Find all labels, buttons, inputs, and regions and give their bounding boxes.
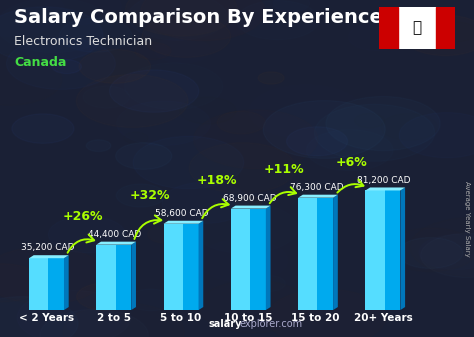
- FancyArrowPatch shape: [68, 235, 94, 253]
- Bar: [298, 198, 318, 310]
- Ellipse shape: [141, 0, 265, 41]
- Bar: [436, 7, 455, 49]
- Text: 81,200 CAD: 81,200 CAD: [357, 176, 410, 185]
- Text: 76,300 CAD: 76,300 CAD: [290, 183, 344, 192]
- Bar: [318, 198, 333, 310]
- Polygon shape: [365, 187, 405, 190]
- Text: +32%: +32%: [129, 189, 170, 202]
- Text: 🍁: 🍁: [412, 20, 422, 35]
- Polygon shape: [29, 255, 69, 258]
- Bar: [116, 245, 131, 310]
- Ellipse shape: [76, 74, 188, 127]
- FancyArrowPatch shape: [135, 215, 161, 239]
- Text: +11%: +11%: [264, 163, 305, 176]
- Polygon shape: [333, 195, 338, 310]
- Ellipse shape: [12, 114, 74, 143]
- Text: 44,400 CAD: 44,400 CAD: [88, 230, 141, 239]
- Text: 68,900 CAD: 68,900 CAD: [222, 194, 276, 203]
- Text: Salary Comparison By Experience: Salary Comparison By Experience: [14, 8, 383, 27]
- Bar: [48, 258, 64, 310]
- Ellipse shape: [52, 60, 82, 73]
- Ellipse shape: [109, 70, 199, 112]
- Text: +18%: +18%: [197, 174, 237, 187]
- Polygon shape: [199, 221, 203, 310]
- Ellipse shape: [77, 283, 134, 310]
- Text: +26%: +26%: [62, 210, 103, 223]
- Bar: [384, 190, 401, 310]
- Ellipse shape: [258, 72, 284, 84]
- Bar: [379, 7, 398, 49]
- Bar: [96, 245, 116, 310]
- Polygon shape: [131, 242, 136, 310]
- FancyArrowPatch shape: [270, 187, 296, 203]
- Ellipse shape: [287, 127, 347, 156]
- Ellipse shape: [86, 140, 111, 152]
- Ellipse shape: [79, 50, 151, 83]
- Bar: [29, 258, 48, 310]
- Text: +6%: +6%: [336, 156, 367, 169]
- Text: Electronics Technician: Electronics Technician: [14, 35, 152, 49]
- Text: Average Yearly Salary: Average Yearly Salary: [464, 181, 470, 257]
- FancyArrowPatch shape: [337, 179, 364, 193]
- Text: 35,200 CAD: 35,200 CAD: [21, 243, 74, 252]
- FancyArrowPatch shape: [202, 199, 228, 218]
- Polygon shape: [266, 206, 271, 310]
- Polygon shape: [64, 255, 69, 310]
- Text: Canada: Canada: [14, 56, 66, 69]
- Ellipse shape: [403, 15, 474, 56]
- Polygon shape: [231, 206, 271, 209]
- Bar: [365, 190, 384, 310]
- Bar: [250, 209, 266, 310]
- Polygon shape: [401, 187, 405, 310]
- Ellipse shape: [236, 196, 262, 209]
- Bar: [164, 224, 183, 310]
- Bar: [231, 209, 250, 310]
- Bar: [183, 224, 199, 310]
- Polygon shape: [96, 242, 136, 245]
- Ellipse shape: [399, 113, 474, 158]
- Text: salary: salary: [209, 318, 242, 329]
- Text: explorer.com: explorer.com: [239, 318, 302, 329]
- Polygon shape: [298, 195, 338, 198]
- Ellipse shape: [263, 100, 385, 158]
- Polygon shape: [164, 221, 203, 224]
- Text: 58,600 CAD: 58,600 CAD: [155, 209, 209, 218]
